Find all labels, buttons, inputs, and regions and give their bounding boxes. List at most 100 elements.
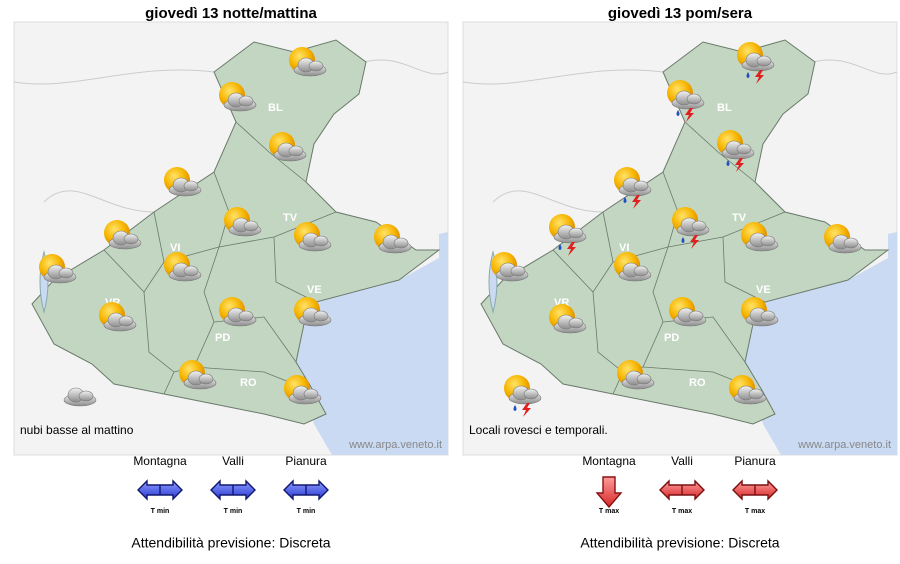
cloud-part [568, 317, 584, 329]
note: nubi basse al mattino [20, 423, 134, 437]
cloud [183, 370, 217, 390]
cloud-part [393, 237, 409, 249]
weather-icon [374, 224, 412, 254]
province-border [143, 291, 175, 395]
weather-icon [549, 304, 587, 334]
lightning [632, 195, 641, 209]
cloud [741, 52, 775, 72]
cloud-part [118, 315, 134, 327]
trend-arrow [210, 479, 256, 501]
weather-icon [224, 207, 262, 237]
weather-icon [504, 375, 542, 417]
cloud-part [243, 220, 259, 232]
cloud [293, 57, 327, 77]
weather-icon [104, 220, 142, 250]
cloud-part [510, 265, 526, 277]
cloud-part [58, 267, 74, 279]
trend-zone: Pianura [285, 454, 327, 468]
cloud [673, 307, 707, 327]
cloud-part [183, 180, 199, 192]
weather-icon [741, 297, 779, 327]
cloud [828, 234, 862, 254]
cloud-part [688, 310, 704, 322]
cloud [273, 142, 307, 162]
cloud-part [691, 220, 707, 232]
cloud [298, 307, 332, 327]
cloud [495, 262, 529, 282]
rain-drop [726, 160, 730, 166]
cloud [508, 385, 542, 405]
province-label: VI [170, 242, 180, 254]
trend-arrow [283, 479, 329, 501]
cloud-part [748, 388, 764, 400]
weather-icon [219, 82, 257, 112]
cloud-part [636, 373, 652, 385]
lightning [567, 242, 576, 256]
weather-icon [824, 224, 862, 254]
cloud [721, 140, 755, 160]
cloud-part [313, 235, 329, 247]
trend-zone: Pianura [734, 454, 776, 468]
weather-icon [729, 375, 767, 405]
rain-drop [558, 244, 562, 250]
province-label: BL [717, 102, 732, 114]
province-border [273, 236, 317, 303]
cloud-part [238, 310, 254, 322]
cloud [228, 217, 262, 237]
cloud [745, 307, 779, 327]
cloud [288, 385, 322, 405]
cloud [671, 90, 705, 110]
province-border [592, 291, 624, 395]
weather-icon [617, 360, 655, 390]
cloud-part [183, 265, 199, 277]
rain-drop [623, 197, 627, 203]
weather-icon [717, 130, 755, 172]
lightning [685, 108, 694, 122]
rain-drop [681, 237, 685, 243]
province-label: PD [215, 332, 230, 344]
cloud [621, 370, 655, 390]
province-border [722, 236, 766, 303]
panel-title: giovedì 13 pom/sera [608, 5, 753, 22]
lightning [755, 70, 764, 84]
cloud [168, 262, 202, 282]
cloud-part [760, 235, 776, 247]
credit: www.arpa.veneto.it [797, 439, 891, 451]
cloud-part [686, 93, 702, 105]
cloud-part [313, 310, 329, 322]
cloud [553, 314, 587, 334]
cloud-part [736, 143, 752, 155]
rain-drop [746, 72, 750, 78]
province-border [684, 121, 756, 183]
cloud-part [633, 265, 649, 277]
weather-icon [669, 297, 707, 327]
weather-icon [179, 360, 217, 390]
trend-arrow [595, 476, 623, 509]
lightning [690, 235, 699, 249]
weather-icon [491, 252, 529, 282]
reliability: Attendibilità previsione: Discreta [131, 535, 330, 551]
cloud-part [288, 145, 304, 157]
map: BLTVVIVRPDVEROnubi basse al mattinowww.a… [13, 21, 449, 456]
weather-icon [164, 252, 202, 282]
weather-icon [672, 207, 710, 249]
province-label: VI [619, 242, 629, 254]
cloud [168, 177, 202, 197]
cloud [733, 385, 767, 405]
weather-icon [667, 80, 705, 122]
province-label: BL [268, 102, 283, 114]
weather-icon [284, 375, 322, 405]
province-label: VE [756, 284, 771, 296]
trend-arrow [137, 479, 183, 501]
weather-icon [294, 297, 332, 327]
cloud [223, 307, 257, 327]
cloud-part [843, 237, 859, 249]
trend-zone: Montagna [582, 454, 636, 468]
cloud-part [308, 60, 324, 72]
province-border [235, 121, 307, 183]
province-label: VE [307, 284, 322, 296]
cloud-part [756, 55, 772, 67]
trend-zone: Montagna [133, 454, 187, 468]
weather-icon [614, 252, 652, 282]
